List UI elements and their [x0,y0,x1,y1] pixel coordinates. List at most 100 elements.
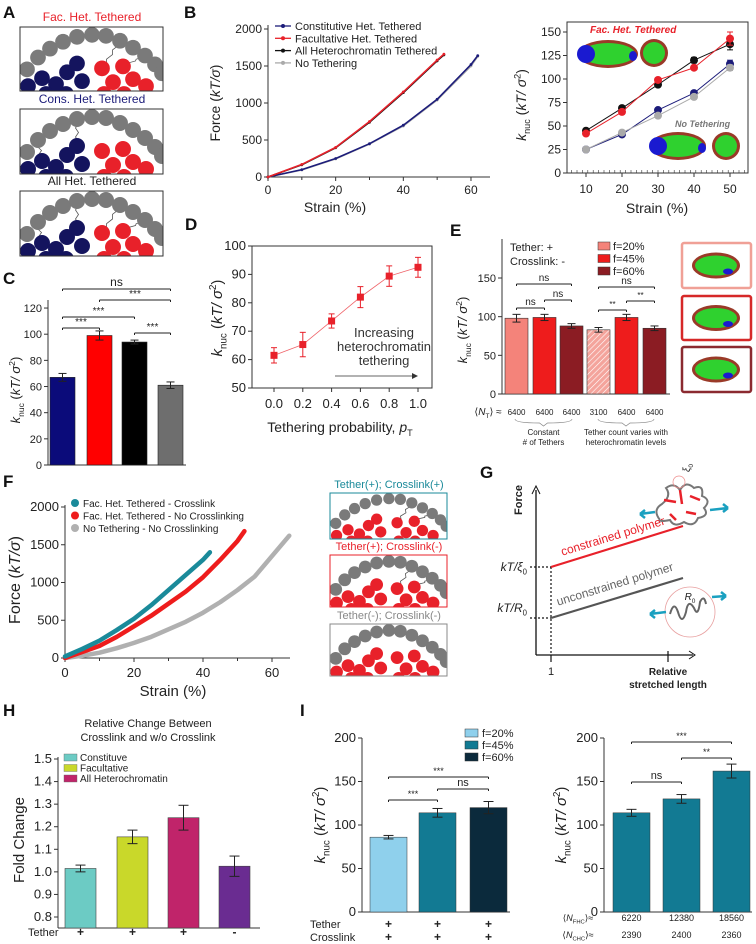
text-part: ⟨ [562,930,566,940]
constitutive-bead [74,156,90,172]
facultative-bead [361,603,374,607]
data-point [270,351,278,359]
ytick-label: kT/R0 [497,601,527,618]
y-tick-label: 100 [478,312,496,324]
facultative-bead [105,74,121,90]
y-axis-label: knuc (kT/ σ2) [208,280,230,357]
text-part: 2 [7,361,17,366]
data-point [469,63,473,66]
text-part: kT/σ [7,540,24,573]
legend-label: No Tethering [295,58,357,70]
text-part: p [398,419,407,435]
legend-swatch [63,764,78,772]
y-tick-label: 0 [255,170,262,184]
data-point [582,129,590,138]
y-tick-label: 100 [224,238,246,253]
facultative-bead [105,157,121,173]
facultative-bead [125,236,141,252]
y-axis-label: knuc (kT/ σ2) [512,69,532,141]
facultative-bead [361,672,374,676]
facultative-bead [362,585,375,599]
y-tick-label: 60 [232,352,246,367]
constitutive-bead [34,235,50,251]
text-part: kT/ξ [501,560,524,574]
x-tick-label: 10 [579,182,593,196]
y-tick-label: 100 [541,72,561,86]
legend-swatch [464,752,479,762]
y-tick-label: 70 [232,323,246,338]
arrow-head-icon [412,373,418,379]
text-part: ( [455,335,470,344]
x-axis-label: Strain (%) [140,683,207,700]
facultative-bead [115,223,131,239]
schematic-box [329,492,448,540]
lamina-bead [416,634,429,648]
nucleus-image [692,305,740,331]
facultative-bead [392,603,405,607]
facultative-bead [362,519,375,532]
lamina-bead [98,110,114,126]
constitutive-bead [58,251,74,256]
x-tick-label: 0 [61,665,68,680]
facultative-bead [345,603,358,607]
lamina-bead [330,652,343,665]
facultative-bead [416,591,429,604]
constitutive-bead [74,73,90,90]
crosslink-mark [669,513,677,521]
row-value: + [485,917,492,931]
schematic-box [329,623,448,677]
significance-label: ns [553,289,564,300]
lamina-bead [98,28,114,44]
facultative-bead [96,169,112,174]
constitutive-bead [38,86,54,91]
pull-arrow-icon [711,591,727,601]
text-part: kT/R [497,601,523,615]
nt-value: 6400 [536,408,554,417]
row-value: + [434,930,441,944]
lamina-bead [370,494,383,506]
y-tick-label: 50 [548,119,562,133]
lamina-bead [358,629,372,643]
text-part: k [209,347,226,356]
data-point [726,63,734,72]
text-part: FHC [573,920,585,926]
text-part: 2 [208,285,219,290]
arrow-head-icon [688,650,696,660]
crosslink-mark [678,489,684,505]
text-part: Force ( [7,573,24,624]
text-part: N [566,913,573,923]
facultative-bead [416,660,429,673]
y-tick-label: 50 [232,380,246,395]
group-brace [597,418,655,427]
facultative-bead [399,662,413,676]
x-axis-label: stretched length [629,680,707,691]
facultative-bead [374,661,388,675]
text-part: kT/ σ [312,796,329,831]
facultative-bead [390,582,404,595]
x-tick-label: 0.2 [294,396,312,411]
lamina-bead [358,560,372,574]
legend-swatch [464,728,479,738]
constrained-polymer-icon [655,483,709,526]
text-part: 0 [523,609,528,618]
constitutive-bead [48,76,64,91]
beads [330,624,447,676]
significance-label: *** [93,306,105,317]
text-part: 2 [552,792,563,797]
facultative-bead [96,86,112,91]
y-tick-label: 100 [576,817,598,832]
y-axis-label: Force [513,485,525,515]
legend-marker [281,60,285,65]
legend-marker [281,36,285,41]
lamina-bead [382,624,396,637]
line-label: unconstrained polymer [555,560,675,609]
lamina-bead [20,144,35,160]
lamina-bead [339,509,351,521]
nucleus-image [692,252,740,279]
y-tick-label: 25 [548,143,562,157]
arrow-head-icon [531,484,541,495]
bar [559,325,584,395]
legend-marker [71,499,79,507]
facultative-bead [353,595,366,607]
x-tick-label: 0.6 [351,396,369,411]
